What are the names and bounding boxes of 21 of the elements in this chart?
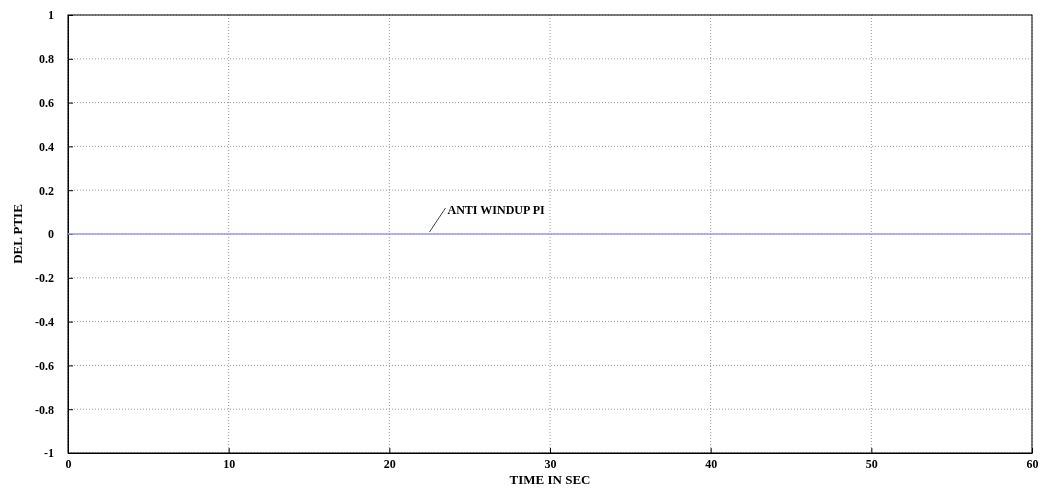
y-tick-label: 0.8 [39, 52, 54, 67]
y-tick-label: -0.8 [35, 402, 54, 417]
x-tick-label: 0 [65, 456, 72, 471]
y-tick-label: 1 [48, 8, 54, 23]
x-axis-title: TIME IN SEC [509, 472, 591, 487]
y-tick-label: 0.4 [39, 139, 54, 154]
y-tick-label: -0.6 [35, 358, 54, 373]
x-tick-label: 10 [223, 456, 236, 471]
y-tick-label: -1 [44, 446, 54, 461]
y-tick-label: 0.6 [39, 95, 54, 110]
y-tick-label: -0.4 [35, 314, 54, 329]
y-tick-label: 0.2 [39, 183, 54, 198]
x-tick-label: 40 [705, 456, 718, 471]
annotation: ANTI WINDUP PI [447, 203, 545, 217]
x-tick-label: 30 [544, 456, 557, 471]
y-axis-title: DEL PTIE [10, 204, 25, 264]
y-tick-label: 0 [48, 227, 54, 242]
x-tick-label: 50 [865, 456, 878, 471]
x-tick-label: 20 [383, 456, 396, 471]
x-tick-label: 60 [1026, 456, 1039, 471]
y-tick-label: -0.2 [35, 271, 54, 286]
